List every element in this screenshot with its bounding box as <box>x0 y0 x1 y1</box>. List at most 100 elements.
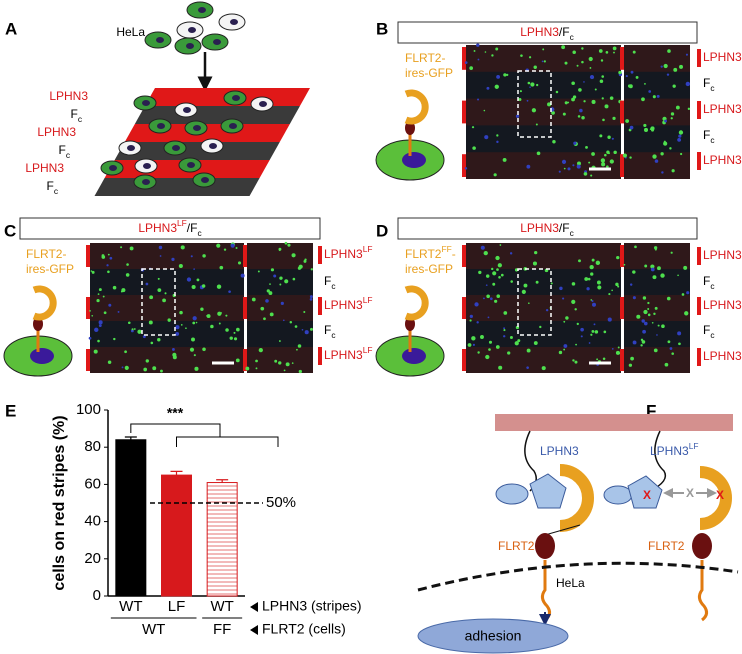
cell-dot <box>521 289 526 294</box>
cell-dot <box>145 359 149 363</box>
nucleus <box>402 152 426 168</box>
cell-dot <box>103 311 107 315</box>
stripe-marker <box>86 245 90 267</box>
cell-dot <box>190 255 193 258</box>
cell-dot <box>477 58 480 61</box>
stripe-marker <box>620 100 624 124</box>
cell-dot <box>596 358 599 361</box>
flrt2-domain <box>535 533 555 559</box>
cell-dot <box>612 116 616 121</box>
cell-dot <box>562 112 566 116</box>
cell-dot <box>574 308 577 311</box>
cell-dot <box>529 86 531 88</box>
stripe-label: Fc <box>703 323 715 340</box>
cell-dot <box>493 173 497 177</box>
stripe-label: LPHN3 <box>703 349 742 363</box>
cell-dot <box>670 251 673 254</box>
cell-dot <box>175 331 180 336</box>
cell-dot <box>202 254 206 258</box>
membrane-label: HeLa <box>556 576 585 590</box>
stripe-edge <box>697 101 701 119</box>
cell-label: FLRT2FF- <box>405 244 456 261</box>
cell-dot <box>117 310 120 313</box>
cell-dot <box>125 273 130 277</box>
text-span: F <box>703 274 710 288</box>
cell-dot <box>611 289 613 292</box>
bar <box>115 439 147 597</box>
cell-dot <box>514 341 519 346</box>
stripe-marker <box>462 271 466 293</box>
cell-dot <box>590 333 593 336</box>
nucleus <box>183 107 191 113</box>
cell-dot <box>483 297 485 300</box>
text-span: FLRT2 <box>405 247 442 261</box>
panel-title: LPHN3/Fc <box>520 25 574 42</box>
cell-dot <box>91 270 95 274</box>
y-tick-label: 60 <box>84 475 101 492</box>
cell-dot <box>667 340 671 344</box>
cell-dot <box>484 135 489 140</box>
cell-dot <box>652 275 657 280</box>
text-span: LF <box>363 244 373 254</box>
cell-dot <box>617 346 620 349</box>
cell-dot <box>301 328 304 331</box>
cell-dot <box>536 151 541 156</box>
cell-label: ires-GFP <box>26 262 74 276</box>
cell-dot <box>469 314 473 318</box>
stripe-edge <box>697 49 701 67</box>
text-span: /F <box>187 221 198 235</box>
cell-dot <box>542 48 545 51</box>
block-mark: X <box>686 486 694 500</box>
cell-dot <box>563 348 566 351</box>
y-tick-label: 20 <box>84 550 101 567</box>
cell-dot <box>284 241 288 245</box>
block-mark: X <box>716 488 724 502</box>
receptor-domain <box>529 473 567 509</box>
cell-dot <box>497 263 502 268</box>
text-span: - <box>452 247 456 261</box>
cell-dot <box>107 360 112 365</box>
cell-dot <box>310 327 313 331</box>
outcome-ellipse <box>417 618 569 654</box>
cell-dot <box>656 94 660 98</box>
flrt2-lrr <box>559 464 594 532</box>
cell-dot <box>663 140 666 143</box>
cell-dot <box>612 46 617 51</box>
cell-dot <box>527 81 531 85</box>
stripe-edge <box>318 322 322 340</box>
cell-dot <box>640 344 643 347</box>
cell-dot <box>223 248 227 251</box>
panel-letter: C <box>4 221 16 240</box>
stripe-label: LPHN3 <box>25 161 64 175</box>
cell-dot <box>102 295 105 298</box>
cell-dot <box>236 327 240 332</box>
membrane <box>417 561 739 592</box>
cell-dot <box>594 88 597 91</box>
stripe-label: LPHN3 <box>49 89 88 103</box>
text-span: c <box>331 330 335 340</box>
y-tick-label: 100 <box>76 401 101 418</box>
stalk <box>544 524 581 536</box>
cell-dot <box>297 344 302 348</box>
cell-dot <box>661 324 665 329</box>
cell-dot <box>599 79 604 84</box>
text-span: LPHN3 <box>703 102 742 116</box>
cell-dot <box>636 314 641 319</box>
cell-dot <box>235 358 240 363</box>
stripe-edge <box>697 348 701 366</box>
cell-dot <box>90 270 93 272</box>
cell-dot <box>167 318 171 322</box>
cell-dot <box>192 316 197 321</box>
stripe-marker <box>620 297 624 319</box>
cell-dot <box>477 98 480 101</box>
cell-dot <box>120 246 123 249</box>
cell-dot <box>588 56 593 62</box>
text-span: c <box>66 150 70 160</box>
cell-dot <box>541 60 544 63</box>
cell-dot <box>255 359 258 363</box>
stripe-edge <box>318 246 322 264</box>
nucleus <box>230 19 238 25</box>
cell-dot <box>641 97 645 102</box>
nucleus <box>186 43 194 49</box>
cell-dot <box>483 250 488 256</box>
